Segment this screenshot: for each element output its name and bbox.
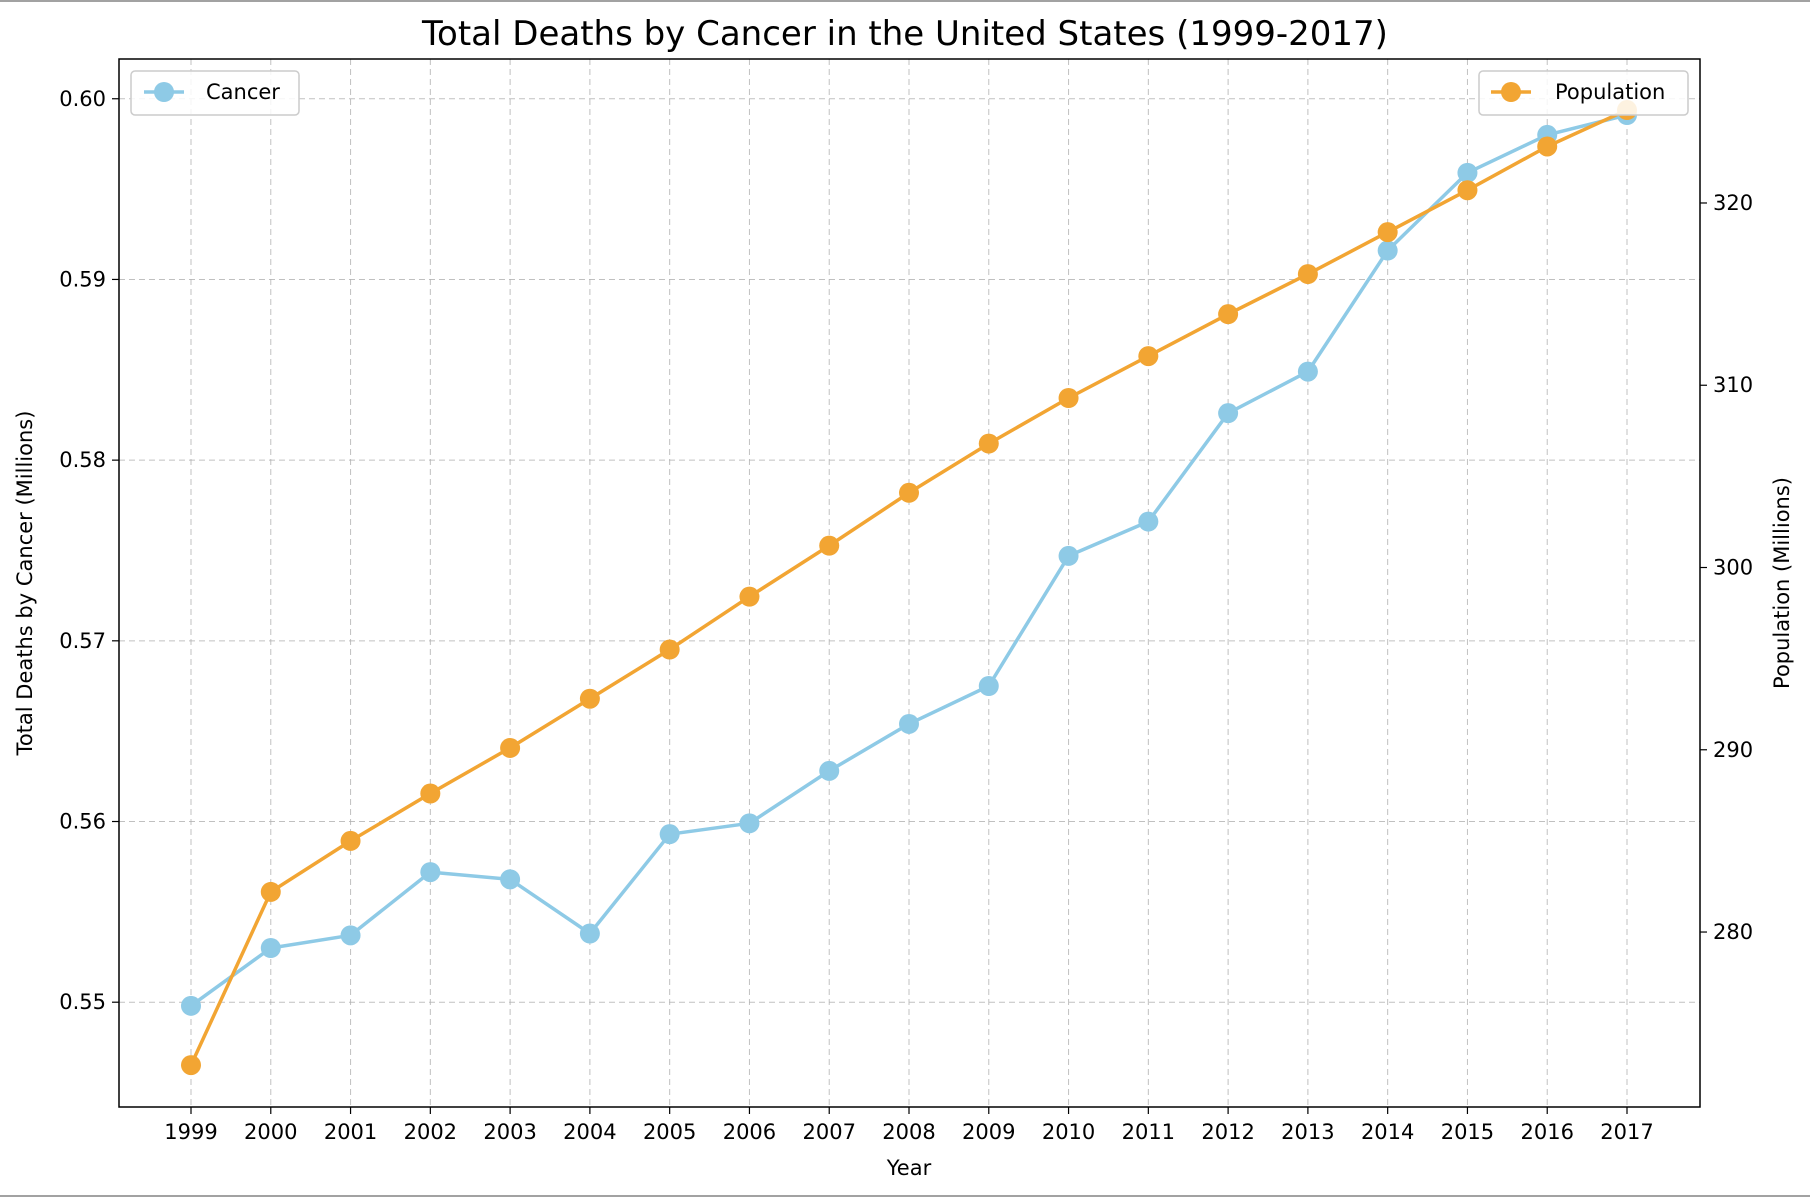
x-axis: 1999 2000 2001 2002 2003 2004 2005 2006 2007 2008… <box>164 1107 1654 1144</box>
x-axis-label: Year <box>886 1156 932 1180</box>
data-point-cancer <box>819 760 840 781</box>
x-tick-label: 2000 <box>244 1120 297 1144</box>
data-point-population <box>579 688 600 709</box>
x-tick-label: 2005 <box>643 1120 696 1144</box>
data-point-population <box>899 482 919 503</box>
series-layer <box>181 100 1637 1076</box>
x-tick-label: 2006 <box>723 1120 776 1144</box>
data-point-cancer <box>978 675 999 696</box>
data-point-cancer <box>181 995 201 1016</box>
data-point-cancer <box>1297 361 1318 382</box>
x-tick-label: 2014 <box>1361 1120 1414 1144</box>
legend-cancer-box <box>130 70 300 116</box>
data-point-population <box>1457 180 1478 201</box>
data-point-population <box>1377 222 1398 243</box>
data-point-cancer <box>899 713 919 734</box>
data-point-cancer <box>500 869 521 890</box>
x-tick-label: 2015 <box>1441 1120 1494 1144</box>
legend-population-marker <box>1501 82 1521 102</box>
legend-population: Population <box>1478 70 1689 116</box>
y-right-tick-label: 300 <box>1713 556 1753 580</box>
data-point-cancer <box>1218 403 1239 424</box>
x-tick-label: 2002 <box>404 1120 457 1144</box>
y-axis-right-label: Population (Millions) <box>1770 477 1794 689</box>
y-axis-left: 0.55 0.56 0.57 0.58 0.59 0.60 <box>59 87 119 1014</box>
data-point-cancer <box>1377 240 1398 261</box>
y-left-tick-label: 0.55 <box>59 990 106 1014</box>
x-tick-label: 1999 <box>164 1120 217 1144</box>
chart-title: Total Deaths by Cancer in the United Sta… <box>421 14 1388 54</box>
y-axis-right: 280 290 300 310 320 <box>1700 191 1753 944</box>
data-point-population <box>260 881 281 902</box>
data-point-cancer <box>260 937 281 958</box>
data-point-cancer <box>420 862 441 883</box>
legend-population-label: Population <box>1555 80 1665 104</box>
x-tick-label: 2011 <box>1122 1120 1175 1144</box>
y-right-tick-label: 310 <box>1713 373 1753 397</box>
data-point-population <box>819 535 840 556</box>
legend-cancer: Cancer <box>130 70 300 116</box>
data-point-cancer <box>659 824 680 845</box>
y-left-tick-label: 0.56 <box>59 810 106 834</box>
data-point-population <box>1297 264 1318 285</box>
data-point-cancer <box>1138 511 1159 532</box>
data-point-population <box>659 639 680 660</box>
data-point-cancer <box>1457 162 1478 183</box>
x-tick-label: 2017 <box>1600 1120 1653 1144</box>
y-left-tick-label: 0.60 <box>59 87 106 111</box>
x-tick-label: 2016 <box>1520 1120 1573 1144</box>
x-tick-label: 2013 <box>1281 1120 1334 1144</box>
y-right-tick-label: 280 <box>1713 920 1753 944</box>
legend-population-box <box>1478 70 1689 116</box>
x-tick-label: 2010 <box>1042 1120 1095 1144</box>
data-point-cancer <box>1058 545 1079 566</box>
x-tick-label: 2003 <box>483 1120 536 1144</box>
x-tick-label: 2001 <box>324 1120 377 1144</box>
y-right-tick-label: 320 <box>1713 191 1753 215</box>
y-right-tick-label: 290 <box>1713 738 1753 762</box>
data-point-cancer <box>579 923 600 944</box>
x-tick-label: 2007 <box>802 1120 855 1144</box>
x-tick-label: 2012 <box>1201 1120 1254 1144</box>
data-point-population <box>1537 136 1558 157</box>
data-point-cancer <box>340 925 361 946</box>
data-point-population <box>1058 388 1079 409</box>
data-point-population <box>420 783 441 804</box>
y-left-tick-label: 0.57 <box>59 629 106 653</box>
x-tick-label: 2004 <box>563 1120 616 1144</box>
data-point-population <box>340 830 361 851</box>
data-point-population <box>739 586 760 607</box>
data-point-population <box>978 433 999 454</box>
data-point-population <box>1218 304 1239 325</box>
x-tick-label: 2009 <box>962 1120 1015 1144</box>
data-point-population <box>181 1055 201 1076</box>
legend-cancer-marker <box>154 82 174 102</box>
y-axis-left-label: Total Deaths by Cancer (Millions) <box>13 411 37 757</box>
data-point-cancer <box>739 813 760 834</box>
x-tick-label: 2008 <box>882 1120 935 1144</box>
data-point-population <box>1138 346 1159 367</box>
y-left-tick-label: 0.58 <box>59 448 106 472</box>
data-point-population <box>500 737 521 758</box>
y-left-tick-label: 0.59 <box>59 267 106 291</box>
legend-cancer-label: Cancer <box>206 80 280 104</box>
